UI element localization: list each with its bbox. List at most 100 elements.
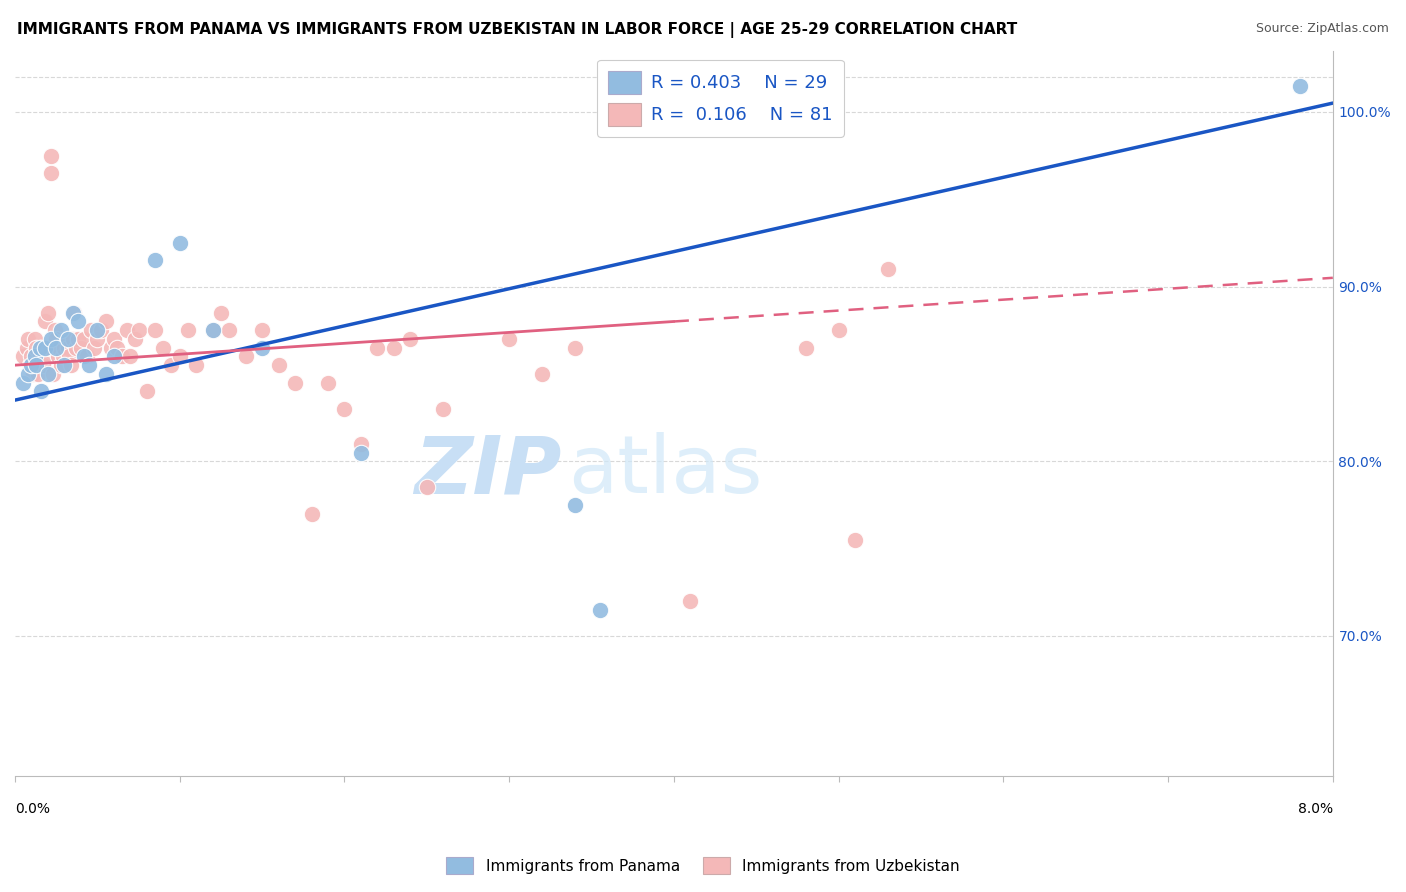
Point (177, 323, 200, 337)
Point (366, 341, 388, 355)
Point (350, 437, 373, 451)
Point (66, 332, 89, 346)
Point (38, 341, 60, 355)
Point (169, 235, 191, 250)
Point (49, 358, 72, 372)
Point (209, 306, 232, 320)
Point (120, 350, 142, 364)
Text: 0.0%: 0.0% (15, 802, 51, 816)
Point (877, 262, 900, 277)
Text: IMMIGRANTS FROM PANAMA VS IMMIGRANTS FROM UZBEKISTAN IN LABOR FORCE | AGE 25-29 : IMMIGRANTS FROM PANAMA VS IMMIGRANTS FRO… (17, 22, 1017, 38)
Point (115, 323, 138, 337)
Point (66, 314, 89, 328)
Point (17, 367, 39, 381)
Point (30, 341, 52, 355)
Point (34, 314, 56, 328)
Point (589, 603, 612, 617)
Point (94, 367, 117, 381)
Point (1289, 78, 1312, 93)
Point (86, 323, 108, 337)
Point (55, 332, 77, 346)
Point (250, 341, 273, 355)
Point (76, 350, 98, 364)
Point (22, 367, 45, 381)
Point (30, 384, 52, 399)
Text: ZIP: ZIP (415, 433, 562, 510)
Point (143, 253, 166, 268)
Point (34, 341, 56, 355)
Point (53, 358, 76, 372)
Point (35, 350, 58, 364)
Point (128, 323, 150, 337)
Point (17, 332, 39, 346)
Point (301, 507, 323, 521)
Point (15, 341, 38, 355)
Point (13, 350, 35, 364)
Point (63, 306, 86, 320)
Point (70, 341, 93, 355)
Point (13, 376, 35, 390)
Point (28, 341, 51, 355)
Point (65, 341, 87, 355)
Point (316, 376, 339, 390)
Point (73, 350, 96, 364)
Point (100, 341, 122, 355)
Point (53, 341, 76, 355)
Point (382, 341, 405, 355)
Point (284, 376, 307, 390)
Point (135, 384, 157, 399)
Point (169, 350, 191, 364)
Point (18, 358, 41, 372)
Legend: R = 0.403    N = 29, R =  0.106    N = 81: R = 0.403 N = 29, R = 0.106 N = 81 (598, 60, 844, 136)
Point (827, 323, 849, 337)
Point (531, 367, 554, 381)
Point (39, 148, 62, 162)
Point (20, 358, 42, 372)
Point (56, 341, 79, 355)
Text: Source: ZipAtlas.com: Source: ZipAtlas.com (1256, 22, 1389, 36)
Point (350, 445, 373, 459)
Point (564, 341, 586, 355)
Point (27, 367, 49, 381)
Point (844, 533, 866, 547)
Point (62, 306, 84, 320)
Text: 8.0%: 8.0% (1298, 802, 1333, 816)
Point (42, 367, 65, 381)
Point (25, 358, 48, 372)
Point (83, 341, 105, 355)
Point (52, 350, 75, 364)
Point (432, 401, 454, 416)
Point (90, 323, 112, 337)
Point (498, 332, 520, 346)
Point (45, 341, 67, 355)
Point (111, 350, 134, 364)
Point (39, 332, 62, 346)
Point (24, 350, 46, 364)
Point (267, 358, 290, 372)
Point (186, 358, 208, 372)
Text: atlas: atlas (568, 433, 763, 510)
Point (399, 332, 422, 346)
Point (37, 367, 59, 381)
Point (679, 594, 702, 608)
Legend: Immigrants from Panama, Immigrants from Uzbekistan: Immigrants from Panama, Immigrants from … (440, 851, 966, 880)
Point (39, 166, 62, 180)
Point (86, 332, 108, 346)
Point (201, 323, 224, 337)
Point (28, 350, 51, 364)
Point (46, 350, 69, 364)
Point (105, 341, 128, 355)
Point (103, 350, 125, 364)
Point (48, 341, 70, 355)
Point (794, 341, 817, 355)
Point (25, 341, 48, 355)
Point (62, 332, 84, 346)
Point (250, 323, 273, 337)
Point (143, 323, 166, 337)
Point (218, 323, 240, 337)
Point (73, 332, 96, 346)
Point (564, 498, 586, 512)
Point (201, 323, 224, 337)
Point (152, 341, 174, 355)
Point (77, 358, 100, 372)
